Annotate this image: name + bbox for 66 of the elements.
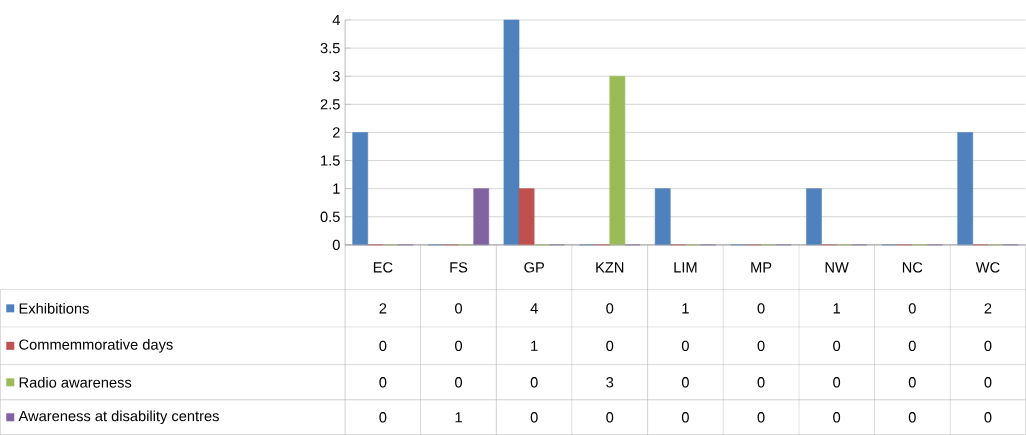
data-label: 1 xyxy=(833,303,840,314)
data-label: 0 xyxy=(908,377,916,388)
y-tick-label: 2.5 xyxy=(320,99,340,110)
data-label: 4 xyxy=(530,303,538,314)
y-tick-label: 0.5 xyxy=(320,211,340,222)
y-tick-label: 0 xyxy=(332,239,340,251)
data-label: 0 xyxy=(984,412,992,423)
data-label: 0 xyxy=(379,377,387,388)
y-tick-label: 3 xyxy=(332,71,340,82)
x-tick-label: WC xyxy=(975,262,1000,273)
data-label: 0 xyxy=(606,303,614,314)
x-tick-label: EC xyxy=(373,262,393,273)
data-label: 0 xyxy=(908,412,916,423)
data-label: 0 xyxy=(379,412,387,423)
data-label: 0 xyxy=(833,340,841,351)
data-label: 0 xyxy=(455,303,463,314)
data-label: 0 xyxy=(908,303,916,314)
data-label: 0 xyxy=(984,340,992,351)
data-label: 0 xyxy=(757,340,765,351)
data-label: 0 xyxy=(455,377,463,388)
data-label: 1 xyxy=(455,412,462,423)
bar xyxy=(654,188,671,246)
data-label: 3 xyxy=(606,377,614,388)
data-label: 0 xyxy=(530,412,538,423)
bar xyxy=(518,188,535,246)
y-tick-label: 1.5 xyxy=(321,155,340,166)
legend-label: Commemmorative days xyxy=(19,338,173,353)
data-label: 0 xyxy=(606,340,614,351)
x-tick-label: GP xyxy=(524,262,545,273)
data-label: 0 xyxy=(833,377,841,388)
data-label: 0 xyxy=(833,412,841,423)
x-tick-label: MP xyxy=(751,262,772,273)
data-label: 0 xyxy=(455,340,463,351)
y-tick-label: 2 xyxy=(332,127,340,138)
data-label: 0 xyxy=(984,377,992,388)
bar xyxy=(957,132,974,246)
data-label: 2 xyxy=(984,303,992,314)
data-label: 0 xyxy=(908,340,916,351)
data-label: 0 xyxy=(530,377,538,388)
legend-label: Awareness at disability centres xyxy=(18,410,219,425)
data-label: 0 xyxy=(606,412,614,423)
data-label: 0 xyxy=(757,377,765,388)
x-tick-label: NW xyxy=(825,262,849,273)
data-label: 0 xyxy=(757,412,765,423)
x-tick-label: LIM xyxy=(674,262,697,273)
data-label: 1 xyxy=(531,340,538,351)
data-label: 1 xyxy=(682,303,689,314)
data-label: 0 xyxy=(681,412,689,423)
x-tick-label: NC xyxy=(902,262,923,273)
data-label: 0 xyxy=(379,340,387,351)
x-tick-label: KZN xyxy=(596,262,624,273)
bar xyxy=(503,19,520,246)
data-label: 0 xyxy=(757,303,765,314)
legend-label: Radio awareness xyxy=(19,376,132,388)
bar xyxy=(473,188,490,246)
bar xyxy=(609,75,626,246)
legend-label: Exhibitions xyxy=(19,302,89,314)
bar xyxy=(352,132,369,246)
y-tick-label: 1 xyxy=(333,183,340,194)
data-label: 0 xyxy=(681,340,689,351)
y-tick-label: 3.5 xyxy=(320,42,340,54)
data-label: 0 xyxy=(681,377,689,388)
data-label: 2 xyxy=(379,303,387,314)
bar xyxy=(806,188,822,246)
x-tick-label: FS xyxy=(450,262,468,273)
y-tick-label: 4 xyxy=(332,14,340,26)
